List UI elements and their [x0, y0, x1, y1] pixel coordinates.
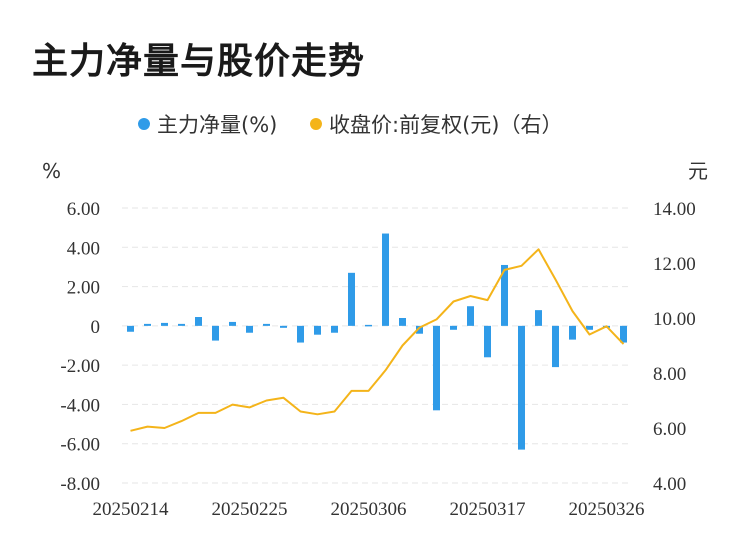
right-axis-ticks: 14.00 12.00 10.00 8.00 6.00 4.00 — [653, 199, 696, 495]
bars — [127, 233, 627, 450]
right-tick-label: 4.00 — [653, 474, 686, 495]
chart-title: 主力净量与股价走势 — [32, 41, 366, 82]
price-line — [130, 248, 625, 432]
right-tick-label: 8.00 — [653, 364, 686, 385]
bar — [331, 325, 338, 333]
bar — [399, 318, 406, 326]
x-axis-ticks: 20250214 20250225 20250306 20250317 20250326 — [93, 499, 645, 520]
legend-line-label: 收盘价:前复权(元)（右） — [329, 113, 562, 137]
right-tick-label: 12.00 — [653, 254, 696, 275]
legend-line-swatch — [310, 118, 322, 130]
x-tick-label: 20250306 — [331, 499, 407, 520]
bar — [484, 325, 491, 358]
right-tick-label: 14.00 — [653, 199, 696, 220]
right-axis-unit: 元 — [688, 159, 708, 183]
left-tick-label: 0 — [91, 317, 101, 338]
bar — [501, 264, 508, 326]
price-line-path — [130, 248, 625, 432]
bar — [365, 324, 372, 327]
right-tick-label: 6.00 — [653, 419, 686, 440]
bar — [535, 310, 542, 326]
left-tick-label: 6.00 — [67, 199, 100, 220]
left-tick-label: -8.00 — [60, 474, 100, 495]
x-tick-label: 20250326 — [569, 499, 645, 520]
bar — [280, 325, 287, 328]
bar — [178, 323, 185, 326]
bar — [229, 321, 236, 326]
bar — [382, 233, 389, 326]
bar — [569, 325, 576, 340]
bar — [195, 317, 202, 326]
x-tick-label: 20250317 — [450, 499, 526, 520]
x-tick-label: 20250225 — [212, 499, 288, 520]
bar — [263, 323, 270, 326]
left-tick-label: 4.00 — [67, 238, 100, 259]
bar — [127, 325, 134, 332]
left-tick-label: -4.00 — [60, 395, 100, 416]
bar — [433, 325, 440, 411]
bar — [450, 325, 457, 330]
bar — [552, 325, 559, 368]
right-tick-label: 10.00 — [653, 309, 696, 330]
bar — [467, 306, 474, 326]
legend-bar-label: 主力净量(%) — [157, 113, 277, 137]
bar — [620, 325, 627, 343]
bar — [161, 322, 168, 326]
bar — [212, 325, 219, 341]
bar — [246, 325, 253, 333]
bar — [348, 272, 355, 326]
left-axis-unit: % — [42, 159, 61, 183]
left-axis-ticks: 6.00 4.00 2.00 0 -2.00 -4.00 -6.00 -8.00 — [60, 199, 100, 495]
bar — [297, 325, 304, 343]
left-tick-label: -6.00 — [60, 435, 100, 456]
bar — [586, 325, 593, 330]
legend-bar-swatch — [138, 118, 150, 130]
bar — [416, 325, 423, 334]
bar — [314, 325, 321, 335]
gridlines — [122, 207, 632, 484]
legend: 主力净量(%) 收盘价:前复权(元)（右） — [138, 113, 562, 137]
left-tick-label: 2.00 — [67, 278, 100, 299]
bar — [518, 325, 525, 450]
x-tick-label: 20250214 — [93, 499, 170, 520]
left-tick-label: -2.00 — [60, 356, 100, 377]
bar — [144, 323, 151, 326]
